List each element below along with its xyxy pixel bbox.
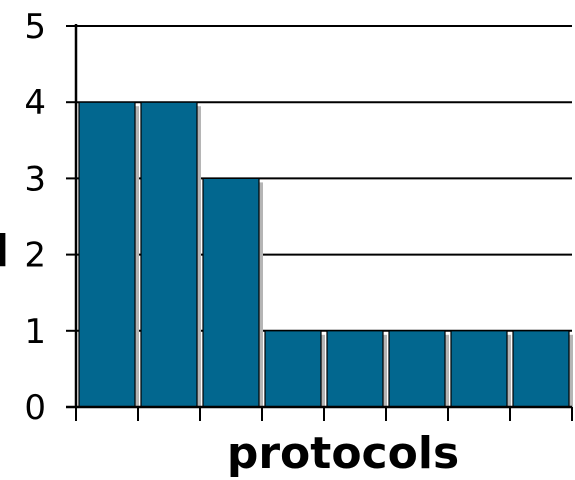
y-axis-label-fragment: l: [0, 226, 9, 277]
bar-6: [388, 330, 446, 408]
y-tick-label-5: 5: [24, 7, 46, 47]
y-tick-label-1: 1: [24, 312, 46, 352]
bar-4: [264, 330, 322, 408]
bar-2: [140, 101, 198, 408]
ticks: 0 1 2 3 4 5: [24, 7, 573, 428]
y-tick-label-2: 2: [24, 236, 46, 276]
bar-3: [202, 177, 260, 408]
axes: [66, 24, 572, 409]
bar-5: [326, 330, 384, 408]
y-tick-label-4: 4: [24, 83, 46, 123]
bar-7: [450, 330, 508, 408]
bars: [78, 101, 573, 408]
y-tick-label-3: 3: [24, 159, 46, 199]
bar-8: [512, 330, 570, 408]
bar-1: [78, 101, 136, 408]
x-axis-label: protocols: [227, 428, 459, 479]
y-tick-label-0: 0: [24, 388, 46, 428]
